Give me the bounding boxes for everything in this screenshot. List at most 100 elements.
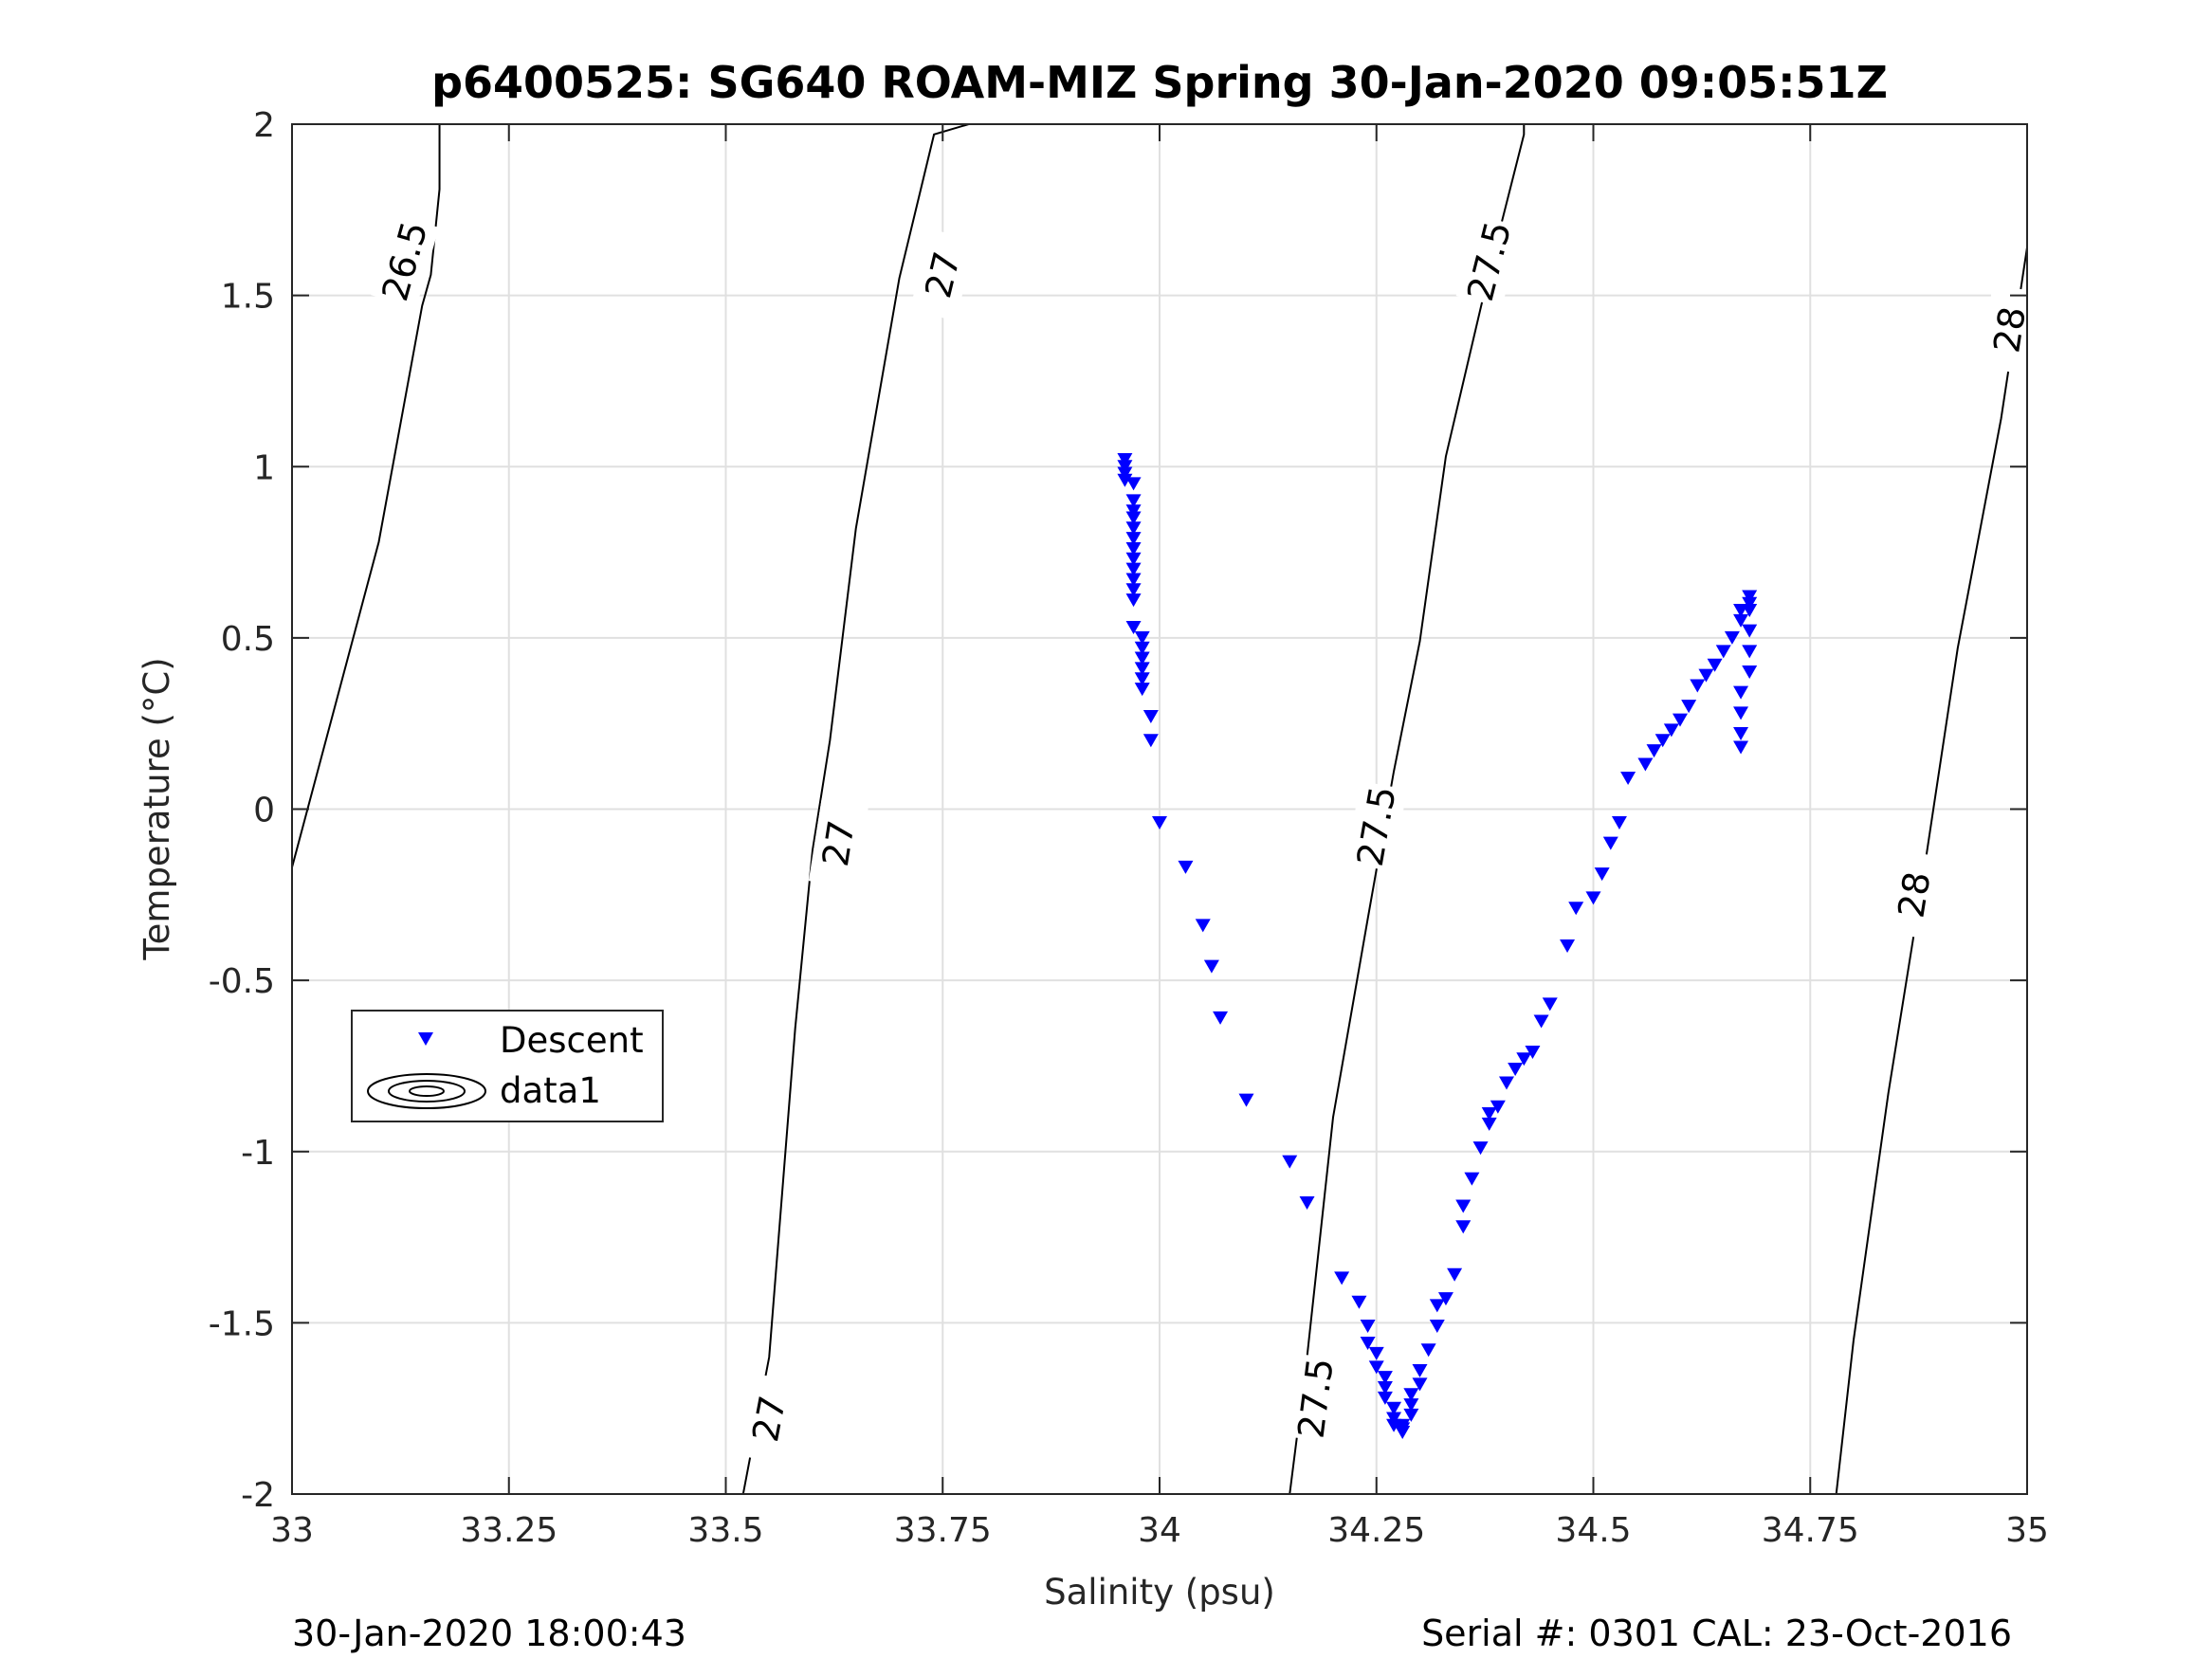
- legend: Descent data1: [351, 1010, 664, 1122]
- descent-point: [1403, 1408, 1419, 1422]
- x-tick-label: 34.75: [1762, 1511, 1859, 1550]
- contour-label-gap: [738, 1373, 801, 1465]
- contour-label-gap: [1345, 780, 1408, 872]
- descent-point: [1360, 1337, 1376, 1351]
- legend-box: [351, 1010, 664, 1122]
- descent-point: [1673, 713, 1688, 727]
- descent-point: [1742, 624, 1758, 638]
- footer-serial-cal: Serial #: 0301 CAL: 23-Oct-2016: [1421, 1613, 2012, 1654]
- y-tick-label: 1.5: [221, 278, 275, 317]
- y-tick-label: -1: [241, 1134, 275, 1173]
- contour-label-gap: [1287, 1354, 1345, 1443]
- descent-point: [1464, 1172, 1480, 1186]
- descent-point: [1403, 1388, 1419, 1402]
- legend-descent-marker: [418, 1032, 433, 1046]
- descent-point: [1377, 1391, 1393, 1405]
- descent-point: [1516, 1052, 1532, 1066]
- descent-point: [1125, 521, 1142, 536]
- descent-point: [1733, 685, 1749, 700]
- descent-point: [1733, 740, 1749, 755]
- descent-point: [1377, 1371, 1393, 1385]
- contour-label-28: 28: [1985, 304, 2034, 356]
- descent-point: [1143, 709, 1159, 723]
- descent-point: [1134, 630, 1150, 645]
- descent-point: [1125, 532, 1142, 546]
- descent-point: [1742, 603, 1758, 617]
- descent-point: [1125, 494, 1142, 508]
- x-tick-label: 33.5: [687, 1511, 763, 1550]
- axis-ticks: 33 33.25 33.5 33.75 34 34.25 34.5 34.75 35 -2 -1.5…: [209, 106, 2049, 1550]
- y-axis-label: Temperature (°C): [137, 657, 177, 960]
- y-tick-label: 0.5: [221, 620, 275, 659]
- descent-point: [1437, 1292, 1453, 1306]
- contour-label-gap: [1884, 849, 1945, 940]
- descent-point: [1429, 1319, 1445, 1333]
- descent-point: [1125, 477, 1142, 491]
- descent-point: [1602, 836, 1618, 850]
- contour-label-27.5: 27.5: [1290, 1356, 1342, 1440]
- descent-point: [1525, 1045, 1541, 1059]
- descent-point: [1560, 939, 1576, 953]
- descent-point: [1533, 1014, 1549, 1029]
- descent-point: [1742, 596, 1758, 611]
- x-tick-label: 34: [1138, 1511, 1181, 1550]
- descent-point: [1733, 727, 1749, 741]
- descent-point: [1715, 645, 1731, 659]
- descent-point: [1134, 641, 1150, 655]
- y-tick-label: 0: [253, 792, 275, 830]
- legend-data1-marker: [367, 1073, 486, 1109]
- y-tick-label: -0.5: [209, 962, 275, 1001]
- descent-point: [1395, 1418, 1411, 1432]
- descent-point: [1412, 1363, 1428, 1377]
- contour-label-gap: [909, 228, 976, 321]
- isopycnal-27.5: [1289, 124, 1526, 1495]
- descent-point: [1568, 902, 1584, 916]
- descent-point: [1499, 1076, 1514, 1090]
- isopycnal-26.5: [291, 124, 441, 868]
- descent-point: [1213, 1011, 1229, 1025]
- legend-data1-label: data1: [500, 1070, 601, 1111]
- descent-point: [1125, 573, 1142, 587]
- descent-point: [1117, 466, 1133, 481]
- descent-point: [1299, 1195, 1315, 1210]
- descent-point: [1238, 1093, 1254, 1107]
- descent-point: [1403, 1398, 1419, 1413]
- descent-point: [1117, 473, 1133, 487]
- descent-point: [1733, 706, 1749, 720]
- descent-point: [1698, 668, 1714, 683]
- descent-point: [1594, 867, 1610, 882]
- descent-point: [1195, 919, 1211, 933]
- descent-point: [1690, 679, 1706, 693]
- descent-point: [1125, 562, 1142, 576]
- descent-point: [1481, 1117, 1497, 1131]
- descent-series: [1117, 453, 1758, 1439]
- descent-point: [1282, 1155, 1298, 1169]
- contour-label-gap: [370, 214, 439, 308]
- descent-point: [1585, 891, 1601, 905]
- descent-point: [1724, 630, 1740, 645]
- descent-point: [1455, 1220, 1472, 1234]
- descent-point: [1742, 645, 1758, 659]
- descent-point: [1542, 997, 1558, 1012]
- descent-point: [1125, 621, 1142, 635]
- y-tick-label: 2: [253, 106, 275, 145]
- descent-point: [1429, 1299, 1445, 1313]
- descent-point: [1134, 683, 1150, 697]
- descent-point: [1134, 672, 1150, 686]
- descent-point: [1654, 734, 1671, 748]
- contour-label-gap: [1455, 214, 1523, 308]
- contour-label-27: 27: [744, 1393, 794, 1446]
- x-tick-label: 34.25: [1327, 1511, 1425, 1550]
- descent-point: [1646, 744, 1662, 758]
- contour-label-28: 28: [1890, 868, 1938, 921]
- x-tick-label: 35: [2005, 1511, 2049, 1550]
- descent-point: [1117, 460, 1133, 474]
- contour-label-gap: [1980, 284, 2040, 375]
- isopycnal-27: [741, 123, 969, 1495]
- descent-point: [1420, 1343, 1436, 1358]
- descent-point: [1203, 959, 1219, 974]
- descent-point: [1447, 1267, 1463, 1282]
- descent-point: [1134, 651, 1150, 665]
- x-tick-label: 34.5: [1555, 1511, 1631, 1550]
